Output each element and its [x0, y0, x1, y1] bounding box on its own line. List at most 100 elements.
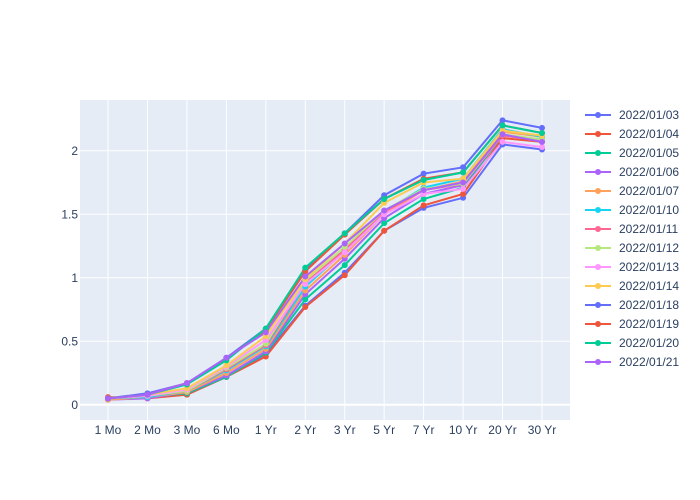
legend-marker	[595, 340, 601, 346]
x-tick-label: 7 Yr	[413, 423, 435, 437]
data-point[interactable]	[183, 380, 190, 387]
data-point[interactable]	[302, 296, 309, 303]
legend-label: 2022/01/20	[619, 336, 679, 350]
data-point[interactable]	[341, 262, 348, 269]
legend-label: 2022/01/05	[619, 146, 679, 160]
legend-marker	[595, 169, 601, 175]
legend-item[interactable]: 2022/01/06	[585, 165, 679, 179]
legend-label: 2022/01/14	[619, 279, 679, 293]
data-point[interactable]	[302, 281, 309, 288]
x-tick-label: 1 Yr	[255, 423, 277, 437]
legend-marker	[595, 321, 601, 327]
data-point[interactable]	[539, 124, 545, 131]
x-tick-label: 1 Mo	[95, 423, 122, 437]
legend-marker	[595, 302, 601, 308]
legend-item[interactable]: 2022/01/07	[585, 184, 679, 198]
legend-label: 2022/01/06	[619, 165, 679, 179]
legend-item[interactable]: 2022/01/11	[585, 222, 678, 236]
legend-item[interactable]: 2022/01/05	[585, 146, 679, 160]
legend-marker	[595, 188, 601, 194]
legend-item[interactable]: 2022/01/13	[585, 260, 679, 274]
data-point[interactable]	[302, 303, 309, 310]
x-tick-label: 6 Mo	[213, 423, 240, 437]
x-tick-label: 2 Mo	[134, 423, 161, 437]
data-point[interactable]	[460, 179, 467, 186]
data-point[interactable]	[223, 362, 230, 369]
y-tick-label: 2	[71, 144, 78, 158]
legend-label: 2022/01/21	[619, 355, 679, 369]
legend-marker	[595, 207, 601, 213]
data-point[interactable]	[460, 190, 467, 197]
legend-label: 2022/01/18	[619, 298, 679, 312]
data-point[interactable]	[420, 177, 427, 183]
x-tick-label: 30 Yr	[528, 423, 556, 437]
legend-marker	[595, 131, 601, 137]
legend-label: 2022/01/13	[619, 260, 679, 274]
legend-marker	[595, 150, 601, 156]
data-point[interactable]	[420, 187, 427, 194]
data-point[interactable]	[302, 264, 309, 271]
legend-item[interactable]: 2022/01/21	[585, 355, 679, 369]
legend-marker	[595, 359, 601, 365]
y-tick-label: 1.5	[61, 207, 78, 221]
legend-label: 2022/01/07	[619, 184, 679, 198]
legend-marker	[595, 226, 601, 232]
data-point[interactable]	[420, 196, 427, 203]
data-point[interactable]	[105, 395, 111, 402]
x-tick-label: 5 Yr	[373, 423, 395, 437]
legend-marker	[595, 245, 601, 251]
data-point[interactable]	[302, 273, 309, 280]
x-tick-label: 20 Yr	[488, 423, 516, 437]
data-point[interactable]	[223, 354, 230, 361]
legend-item[interactable]: 2022/01/14	[585, 279, 679, 293]
legend-item[interactable]: 2022/01/04	[585, 127, 679, 141]
data-point[interactable]	[499, 131, 506, 138]
legend-marker	[595, 283, 601, 289]
series-line	[107, 140, 543, 400]
data-point[interactable]	[499, 122, 506, 129]
legend-label: 2022/01/11	[619, 222, 678, 236]
data-point[interactable]	[539, 138, 545, 145]
y-tick-label: 0.5	[61, 334, 78, 348]
data-point[interactable]	[460, 169, 467, 176]
legend-item[interactable]: 2022/01/18	[585, 298, 679, 312]
legend-label: 2022/01/12	[619, 241, 679, 255]
data-point[interactable]	[539, 143, 545, 150]
data-point[interactable]	[420, 170, 427, 177]
x-tick-label: 3 Mo	[174, 423, 201, 437]
data-point[interactable]	[341, 240, 348, 247]
y-tick-label: 0	[71, 398, 78, 412]
series-points	[105, 117, 545, 403]
data-point[interactable]	[499, 138, 506, 145]
legend-item[interactable]: 2022/01/19	[585, 317, 679, 331]
data-point[interactable]	[341, 230, 348, 237]
data-point[interactable]	[144, 391, 151, 398]
legend-label: 2022/01/19	[619, 317, 679, 331]
x-axis-ticks: 1 Mo 2 Mo 3 Mo 6 Mo 1 Yr 2 Yr 3 Yr 5 Yr 7 Yr 10 Y…	[95, 423, 557, 437]
legend-marker	[595, 264, 601, 270]
data-point[interactable]	[381, 207, 388, 214]
legend-item[interactable]: 2022/01/03	[585, 108, 679, 122]
legend-item[interactable]: 2022/01/20	[585, 336, 679, 350]
data-point[interactable]	[262, 329, 269, 336]
legend[interactable]: 2022/01/03 2022/01/04 2022/01/05 2022/01/06…	[585, 108, 679, 369]
x-tick-label: 3 Yr	[334, 423, 356, 437]
data-point[interactable]	[381, 227, 388, 234]
x-tick-label: 10 Yr	[449, 423, 477, 437]
data-point[interactable]	[341, 249, 348, 256]
series-lines	[107, 119, 543, 401]
data-point[interactable]	[381, 196, 388, 203]
legend-item[interactable]: 2022/01/10	[585, 203, 679, 217]
legend-marker	[595, 112, 601, 118]
data-point[interactable]	[460, 164, 467, 171]
series-line	[107, 133, 543, 400]
data-point[interactable]	[539, 130, 545, 137]
data-point[interactable]	[420, 202, 427, 209]
data-point[interactable]	[381, 220, 388, 227]
legend-item[interactable]: 2022/01/12	[585, 241, 679, 255]
data-point[interactable]	[460, 185, 467, 192]
y-axis-ticks: 0 0.5 1 1.5 2	[61, 144, 78, 412]
data-point[interactable]	[341, 272, 348, 279]
data-point[interactable]	[499, 117, 506, 124]
